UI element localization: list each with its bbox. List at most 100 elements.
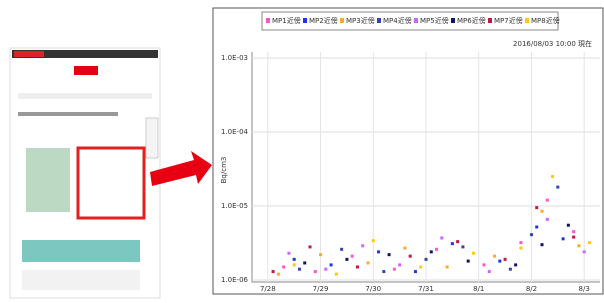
legend-swatch bbox=[488, 18, 492, 23]
data-point bbox=[519, 241, 522, 244]
data-point bbox=[504, 258, 507, 261]
data-point bbox=[435, 248, 438, 251]
legend-swatch bbox=[266, 18, 270, 23]
thumbnail-map bbox=[26, 148, 70, 212]
thumbnail-sidebar bbox=[146, 118, 158, 158]
x-tick-label: 7/30 bbox=[365, 285, 381, 293]
data-point bbox=[367, 261, 370, 264]
legend-swatch bbox=[340, 18, 344, 23]
chart-panel bbox=[213, 8, 603, 294]
data-point bbox=[345, 258, 348, 261]
legend-label: MP8近傍 bbox=[531, 16, 560, 25]
screenshot: 2016/08/03 10:00 現在 Bq/cm3 1.0E-03 1.0E-0… bbox=[0, 0, 604, 299]
data-point bbox=[319, 253, 322, 256]
data-point bbox=[567, 224, 570, 227]
data-point bbox=[398, 263, 401, 266]
data-point bbox=[556, 186, 559, 189]
y-tick-label: 1.0E-03 bbox=[221, 54, 248, 62]
data-point bbox=[440, 236, 443, 239]
x-tick-label: 8/1 bbox=[473, 285, 484, 293]
data-point bbox=[483, 263, 486, 266]
data-point bbox=[340, 248, 343, 251]
data-point bbox=[382, 270, 385, 273]
data-point bbox=[425, 258, 428, 261]
x-tick-label: 8/3 bbox=[579, 285, 590, 293]
data-point bbox=[403, 247, 406, 250]
data-point bbox=[535, 226, 538, 229]
data-point bbox=[377, 250, 380, 253]
data-point bbox=[541, 210, 544, 213]
data-point bbox=[456, 240, 459, 243]
data-point bbox=[577, 244, 580, 247]
data-point bbox=[293, 258, 296, 261]
thumbnail-table-2 bbox=[22, 270, 140, 290]
data-point bbox=[419, 265, 422, 268]
data-point bbox=[467, 260, 470, 263]
data-point bbox=[430, 250, 433, 253]
data-point bbox=[314, 270, 317, 273]
data-point bbox=[493, 255, 496, 258]
data-point bbox=[546, 218, 549, 221]
data-point bbox=[361, 244, 364, 247]
data-point bbox=[324, 268, 327, 271]
page-thumbnail bbox=[10, 48, 160, 298]
legend-swatch bbox=[303, 18, 307, 23]
data-point bbox=[572, 236, 575, 239]
legend-label: MP1近傍 bbox=[272, 16, 301, 25]
data-point bbox=[446, 265, 449, 268]
data-point bbox=[303, 261, 306, 264]
data-point bbox=[414, 270, 417, 273]
y-tick-label: 1.0E-06 bbox=[221, 276, 249, 284]
y-axis-label: Bq/cm3 bbox=[220, 157, 228, 184]
timestamp: 2016/08/03 10:00 現在 bbox=[513, 39, 592, 48]
thumbnail-nav bbox=[18, 93, 152, 99]
data-point bbox=[551, 175, 554, 178]
data-point bbox=[498, 260, 501, 263]
data-point bbox=[519, 247, 522, 250]
data-point bbox=[330, 263, 333, 266]
data-point bbox=[277, 273, 280, 276]
data-point bbox=[488, 270, 491, 273]
data-point bbox=[530, 233, 533, 236]
data-point bbox=[298, 268, 301, 271]
data-point bbox=[572, 230, 575, 233]
legend-swatch bbox=[525, 18, 529, 23]
data-point bbox=[356, 265, 359, 268]
legend-label: MP6近傍 bbox=[457, 16, 486, 25]
legend-swatch bbox=[414, 18, 418, 23]
data-point bbox=[351, 255, 354, 258]
legend-label: MP5近傍 bbox=[420, 16, 449, 25]
x-tick-label: 7/28 bbox=[260, 285, 276, 293]
data-point bbox=[562, 237, 565, 240]
legend-swatch bbox=[377, 18, 381, 23]
x-tick-label: 7/29 bbox=[313, 285, 329, 293]
data-point bbox=[535, 206, 538, 209]
x-tick-label: 7/31 bbox=[418, 285, 434, 293]
legend-label: MP2近傍 bbox=[309, 16, 338, 25]
data-point bbox=[282, 265, 285, 268]
legend-label: MP3近傍 bbox=[346, 16, 375, 25]
x-tick-label: 8/2 bbox=[526, 285, 537, 293]
data-point bbox=[509, 268, 512, 271]
data-point bbox=[372, 239, 375, 242]
y-tick-label: 1.0E-05 bbox=[221, 202, 248, 210]
thumbnail-heading bbox=[18, 112, 118, 116]
thumbnail-logo bbox=[74, 66, 98, 75]
data-point bbox=[461, 245, 464, 248]
thumbnail-highlight bbox=[78, 148, 144, 218]
thumbnail-table bbox=[22, 240, 140, 262]
y-tick-label: 1.0E-04 bbox=[221, 128, 249, 136]
legend-swatch bbox=[451, 18, 455, 23]
data-point bbox=[393, 268, 396, 271]
legend-label: MP7近傍 bbox=[494, 16, 523, 25]
thumbnail-tab bbox=[14, 51, 44, 57]
legend-label: MP4近傍 bbox=[383, 16, 412, 25]
data-point bbox=[293, 263, 296, 266]
data-point bbox=[583, 250, 586, 253]
data-point bbox=[409, 255, 412, 258]
page: {"chart_data": {"type": "scatter", "y_la… bbox=[0, 0, 604, 299]
data-point bbox=[287, 252, 290, 255]
data-point bbox=[472, 252, 475, 255]
data-point bbox=[272, 270, 275, 273]
data-point bbox=[541, 243, 544, 246]
